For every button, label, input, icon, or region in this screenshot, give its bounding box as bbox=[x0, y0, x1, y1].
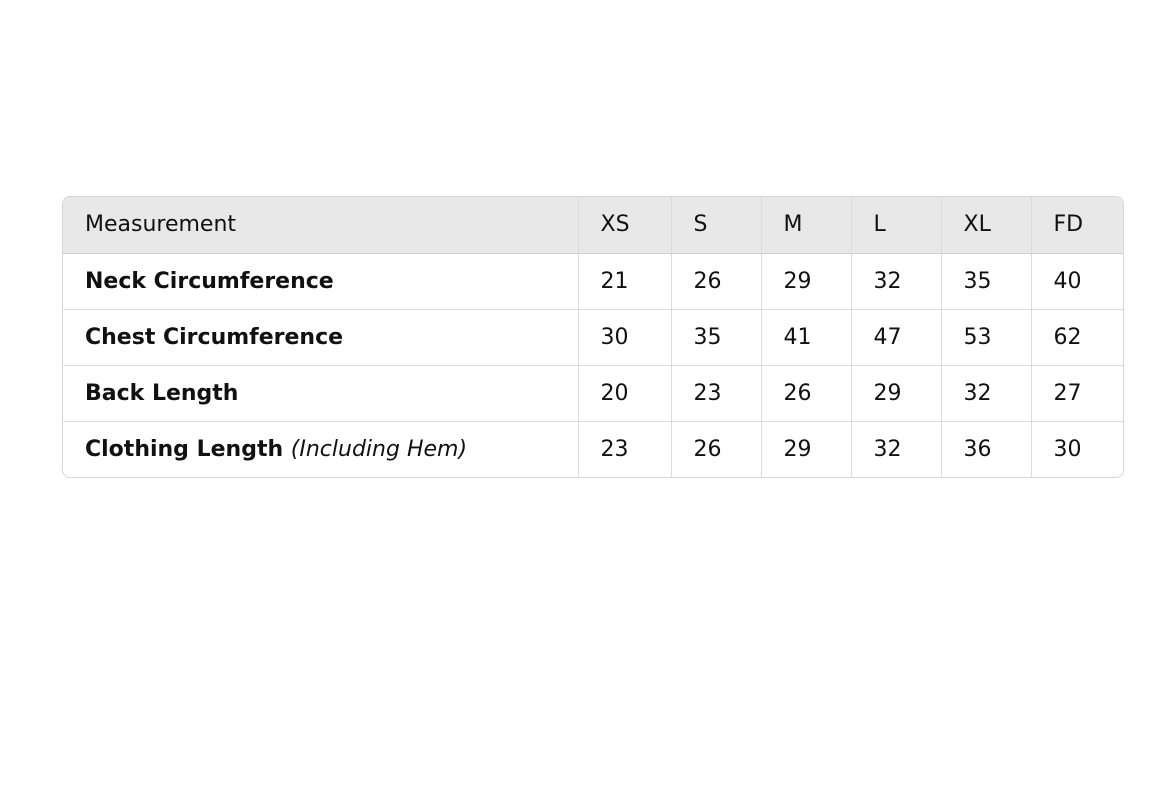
header-size-s: S bbox=[671, 197, 762, 254]
header-size-xs: XS bbox=[578, 197, 672, 254]
cell-value: 29 bbox=[761, 253, 852, 310]
table-header: Measurement XS S M L XL FD bbox=[63, 197, 1123, 254]
cell-value: 35 bbox=[671, 309, 762, 366]
cell-value: 36 bbox=[941, 421, 1032, 477]
table-row: Back Length 20 23 26 29 32 27 bbox=[63, 365, 1123, 422]
cell-value: 40 bbox=[1031, 253, 1123, 310]
measurement-note: (Including Hem) bbox=[290, 436, 468, 462]
header-measurement: Measurement bbox=[63, 197, 579, 254]
cell-value: 47 bbox=[851, 309, 942, 366]
table-row: Chest Circumference 30 35 41 47 53 62 bbox=[63, 309, 1123, 366]
cell-value: 62 bbox=[1031, 309, 1123, 366]
header-size-xl: XL bbox=[941, 197, 1032, 254]
cell-value: 32 bbox=[851, 421, 942, 477]
cell-value: 27 bbox=[1031, 365, 1123, 422]
measurement-name: Chest Circumference bbox=[85, 324, 344, 350]
measurement-name: Neck Circumference bbox=[85, 268, 334, 294]
cell-value: 26 bbox=[671, 421, 762, 477]
measurement-name: Clothing Length bbox=[85, 436, 284, 462]
cell-value: 29 bbox=[851, 365, 942, 422]
cell-value: 53 bbox=[941, 309, 1032, 366]
row-label-back-length: Back Length bbox=[63, 365, 579, 422]
header-row: Measurement XS S M L XL FD bbox=[63, 197, 1123, 254]
cell-value: 32 bbox=[941, 365, 1032, 422]
row-label-neck-circumference: Neck Circumference bbox=[63, 253, 579, 310]
cell-value: 30 bbox=[1053, 436, 1082, 462]
table-row: Clothing Length (Including Hem) 23 26 29… bbox=[63, 421, 1123, 477]
cell-value: 21 bbox=[578, 253, 672, 310]
header-size-fd: FD bbox=[1031, 197, 1123, 254]
row-label-clothing-length: Clothing Length (Including Hem) bbox=[63, 421, 579, 477]
cell-value: 23 bbox=[671, 365, 762, 422]
cell-value: 20 bbox=[578, 365, 672, 422]
cell-value: 41 bbox=[761, 309, 852, 366]
table-row: Neck Circumference 21 26 29 32 35 40 bbox=[63, 253, 1123, 310]
cell-value: 26 bbox=[671, 253, 762, 310]
row-label-chest-circumference: Chest Circumference bbox=[63, 309, 579, 366]
header-size-l: L bbox=[851, 197, 942, 254]
cell-value: 30 bbox=[578, 309, 672, 366]
header-size-m: M bbox=[761, 197, 852, 254]
table-body: Neck Circumference 21 26 29 32 35 40 Che… bbox=[63, 253, 1123, 477]
size-chart-table-container: Measurement XS S M L XL FD Neck Circumfe… bbox=[62, 196, 1124, 478]
cell-value: 26 bbox=[761, 365, 852, 422]
size-chart-table: Measurement XS S M L XL FD Neck Circumfe… bbox=[63, 197, 1123, 477]
measurement-name: Back Length bbox=[85, 380, 239, 406]
cell-value: 32 bbox=[851, 253, 942, 310]
cell-value: 29 bbox=[761, 421, 852, 477]
cell-value: 35 bbox=[941, 253, 1032, 310]
cell-value: 23 bbox=[578, 421, 672, 477]
